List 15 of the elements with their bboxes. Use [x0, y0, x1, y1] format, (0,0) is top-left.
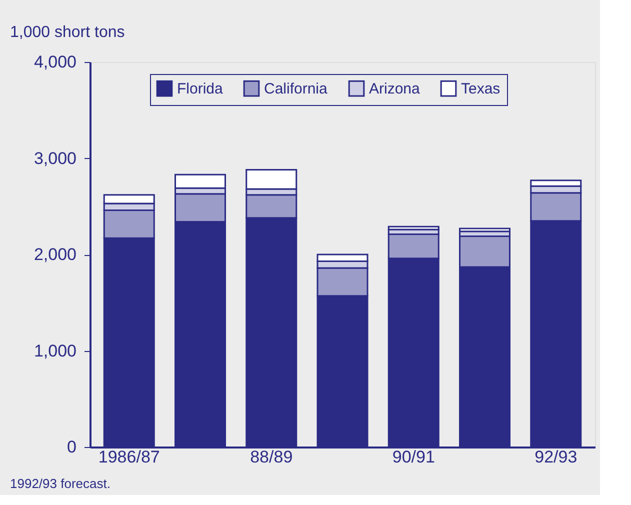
x-tick-label: 90/91 [392, 448, 435, 466]
y-tick-label: 2,000 [34, 245, 76, 264]
y-tick-label: 1,000 [34, 341, 76, 360]
legend-label: Texas [461, 80, 500, 98]
text: 1992/93 forecast. [10, 476, 110, 491]
y-axis-title: 1,000 short tons [10, 24, 125, 41]
y-tick-label: 3,000 [34, 148, 76, 168]
legend-label: Florida [177, 80, 224, 98]
x-tick-label: 88/89 [250, 448, 293, 466]
legend-label: Arizona [369, 80, 421, 98]
y-tick-label: 0 [67, 438, 76, 456]
legend-label: California [264, 80, 328, 98]
y-tick-label: 4,000 [34, 52, 76, 72]
x-tick-label: 1986/87 [98, 448, 160, 466]
x-tick-label: 92/93 [534, 448, 578, 466]
